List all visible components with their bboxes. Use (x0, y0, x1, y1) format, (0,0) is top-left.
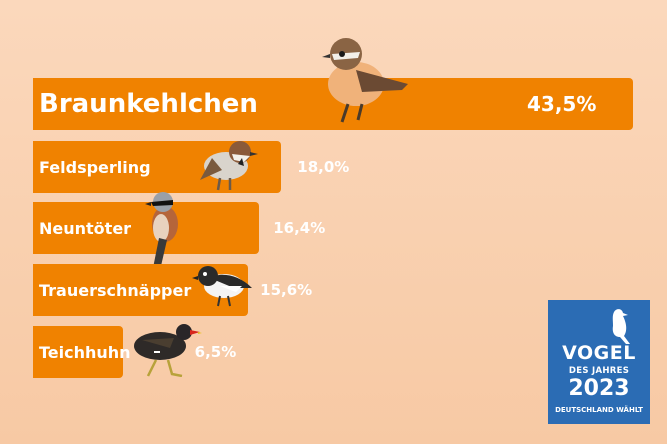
bird-illustration (312, 34, 412, 133)
vogel-des-jahres-logo: VOGEL DES JAHRES 2023 DEUTSCHLAND WÄHLT (548, 300, 650, 424)
logo-year: 2023 (568, 376, 630, 401)
bird-logo-icon (612, 309, 630, 344)
category-label: Teichhuhn (39, 342, 131, 362)
logo-title: VOGEL (562, 342, 636, 364)
logo-tagline: DEUTSCHLAND WÄHLT (555, 406, 643, 414)
category-label: Trauerschnäpper (39, 280, 192, 300)
category-label: Braunkehlchen (39, 89, 258, 119)
value-label: 15,6% (260, 281, 313, 299)
bar (33, 326, 123, 378)
value-label: 6,5% (194, 343, 237, 361)
value-label: 18,0% (297, 158, 350, 176)
category-label: Neuntöter (39, 218, 132, 238)
logo-subtitle: DES JAHRES (568, 366, 630, 376)
bar (33, 202, 260, 254)
category-label: Feldsperling (39, 157, 151, 177)
bird-illustration (124, 322, 204, 381)
value-label: 16,4% (273, 219, 326, 237)
value-label: 43,5% (527, 92, 597, 116)
bird-illustration (192, 136, 262, 195)
bird-illustration (143, 190, 188, 274)
bird-illustration (190, 262, 260, 311)
